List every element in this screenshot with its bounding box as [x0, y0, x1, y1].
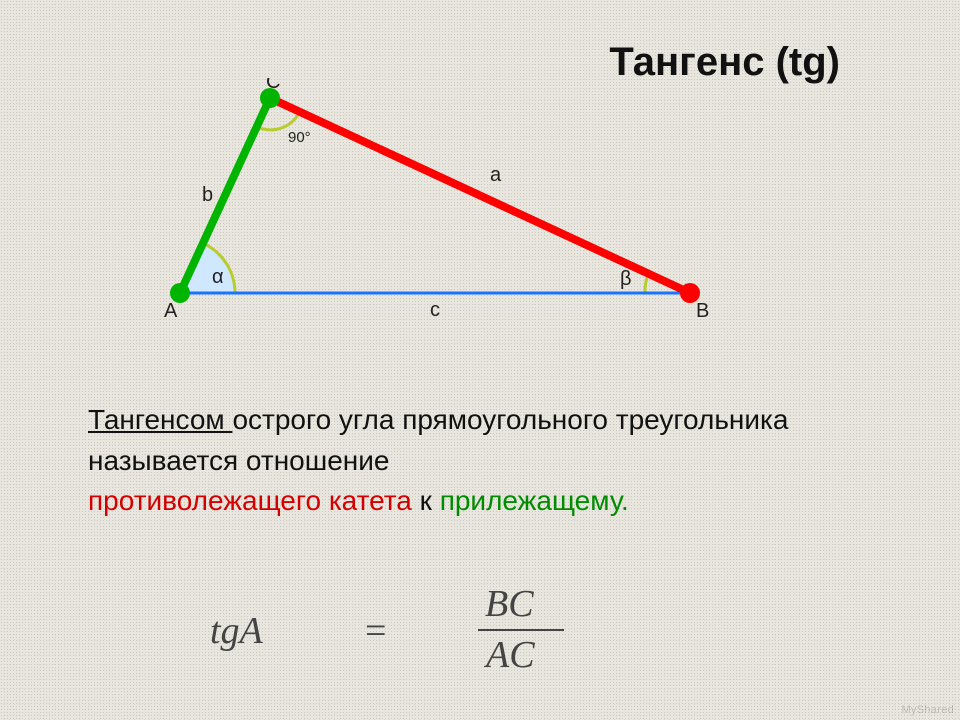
side-a-label: a	[490, 164, 502, 186]
formula-denominator: AC	[486, 633, 535, 677]
formula-fraction-bar	[478, 629, 564, 631]
watermark: MyShared	[901, 704, 954, 716]
formula-numerator: BC	[485, 582, 534, 626]
def-red: противолежащего катета	[88, 485, 420, 516]
angle-beta-label: β	[620, 268, 632, 290]
def-black: к	[420, 485, 440, 516]
def-green: прилежащему.	[440, 485, 629, 516]
side-a-line	[270, 98, 690, 293]
def-term: Тангенсом	[88, 404, 232, 435]
vertex-c-label: C	[266, 78, 280, 93]
side-b-label: b	[202, 184, 213, 206]
vertex-b-label: B	[696, 300, 709, 322]
vertex-a-label: A	[164, 300, 178, 322]
angle-c-label: 90°	[288, 129, 311, 146]
triangle-diagram: A B C b a c α β 90°	[140, 78, 740, 338]
formula: tgA = BC AC	[210, 585, 730, 675]
slide: Тангенс (tg) A B C b a c α β 90° Танге	[0, 0, 960, 720]
formula-lhs: tgA	[210, 609, 263, 653]
formula-eq: =	[365, 609, 386, 653]
side-c-label: c	[430, 299, 440, 321]
definition-text: Тангенсом острого угла прямоугольного тр…	[88, 400, 840, 522]
angle-alpha-label: α	[212, 266, 224, 288]
